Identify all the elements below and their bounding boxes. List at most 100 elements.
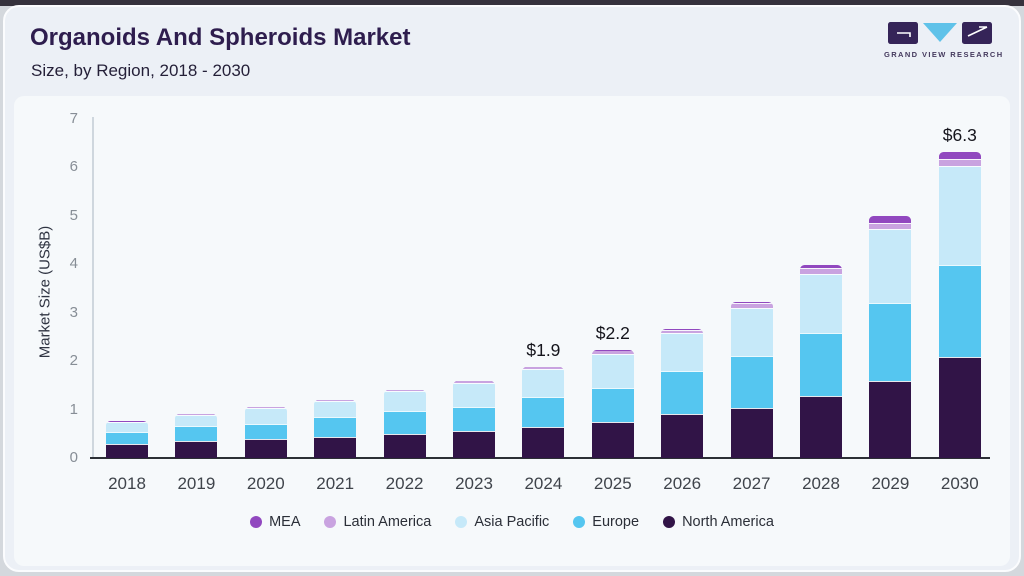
x-tick-label: 2018 [108, 474, 146, 493]
segment-latin-america [314, 399, 357, 401]
legend-item-mea: MEA [250, 514, 300, 530]
chart-panel [14, 96, 1010, 566]
stacked-bar-2018 [106, 421, 148, 458]
legend-dot-icon [663, 516, 676, 528]
y-axis-line [92, 117, 94, 458]
page-subtitle: Size, by Region, 2018 - 2030 [31, 61, 251, 80]
segment-europe [244, 424, 287, 440]
segment-asia-pacific [244, 408, 287, 425]
segment-europe [453, 406, 495, 432]
segment-north-america [800, 396, 842, 458]
y-tick-label: 5 [69, 206, 78, 224]
segment-europe [106, 431, 148, 444]
segment-north-america [938, 357, 981, 458]
segment-europe [591, 387, 634, 422]
legend-dot-icon [250, 516, 263, 528]
y-axis-title: Market Size (US$B) [36, 225, 54, 359]
stacked-bar-2030 [938, 151, 981, 458]
segment-asia-pacific [591, 353, 634, 388]
x-tick-label: 2024 [524, 474, 563, 493]
x-tick-label: 2028 [802, 474, 840, 493]
segment-asia-pacific [383, 391, 426, 411]
segment-latin-america [938, 158, 981, 166]
segment-north-america [869, 381, 912, 458]
x-axis-line [90, 457, 990, 459]
segment-latin-america [800, 267, 842, 275]
segment-north-america [314, 437, 357, 458]
y-tick-label: 1 [69, 400, 78, 418]
segment-asia-pacific [938, 165, 981, 266]
segment-north-america [383, 434, 426, 458]
value-label-2025: $2.2 [595, 323, 630, 344]
segment-north-america [244, 439, 287, 458]
segment-north-america [591, 421, 634, 458]
legend-dot-icon [324, 516, 337, 528]
segment-asia-pacific [730, 307, 773, 357]
segment-asia-pacific [661, 333, 704, 371]
stacked-bar-2022 [383, 389, 426, 458]
segment-latin-america [869, 222, 912, 229]
segment-asia-pacific [522, 369, 565, 398]
window-top-edge [0, 0, 1024, 6]
segment-europe [730, 356, 773, 409]
stacked-bar-2027 [730, 301, 773, 458]
x-tick-label: 2023 [455, 474, 493, 493]
segment-north-america [730, 408, 773, 458]
legend-item-north-america: North America [663, 514, 774, 530]
legend: MEA Latin America Asia Pacific Europe North … [0, 514, 1024, 530]
y-tick-label: 0 [69, 449, 78, 466]
segment-mea [938, 151, 981, 159]
legend-label: Europe [592, 514, 640, 530]
x-tick-label: 2029 [871, 474, 910, 493]
stacked-bar-2019 [175, 413, 218, 458]
y-tick-label: 2 [69, 352, 78, 370]
stacked-bar-2024 [522, 366, 565, 458]
gvr-logo-icon [888, 22, 992, 44]
segment-asia-pacific [314, 400, 357, 418]
segment-europe [383, 410, 426, 435]
stacked-bar-2021 [314, 399, 357, 458]
segment-europe [800, 333, 842, 397]
segment-latin-america [453, 381, 495, 383]
page-title: Organoids And Spheroids Market [30, 24, 411, 51]
legend-item-asia-pacific: Asia Pacific [455, 514, 549, 530]
segment-europe [938, 265, 981, 358]
segment-europe [869, 303, 912, 382]
segment-north-america [106, 443, 148, 458]
segment-latin-america [383, 390, 426, 392]
stacked-bar-2025 [591, 350, 634, 458]
legend-label: MEA [269, 514, 301, 530]
x-tick-label: 2020 [246, 474, 285, 493]
segment-north-america [175, 441, 218, 458]
x-tick-label: 2019 [177, 474, 216, 493]
legend-label: North America [682, 514, 774, 530]
legend-item-europe: Europe [573, 514, 639, 530]
segment-north-america [453, 431, 495, 458]
legend-item-latin-america: Latin America [324, 514, 431, 530]
grand-view-research-logo: GRAND VIEW RESEARCH [884, 20, 1004, 62]
stacked-bar-2023 [453, 380, 495, 458]
segment-asia-pacific [175, 414, 218, 427]
segment-europe [661, 370, 704, 414]
x-tick-label: 2021 [316, 474, 355, 493]
value-label-2030: $6.3 [942, 124, 977, 145]
y-tick-label: 6 [69, 158, 78, 176]
segment-europe [314, 417, 357, 438]
segment-asia-pacific [869, 228, 912, 304]
segment-mea [869, 215, 912, 223]
x-tick-label: 2022 [385, 474, 424, 493]
segment-asia-pacific [453, 382, 495, 407]
stacked-bar-2029 [869, 215, 912, 458]
legend-dot-icon [455, 516, 468, 528]
segment-latin-america [175, 414, 218, 415]
segment-europe [175, 426, 218, 441]
y-tick-label: 4 [69, 255, 78, 273]
legend-label: Asia Pacific [474, 514, 550, 530]
segment-latin-america [244, 407, 287, 409]
brand-name: GRAND VIEW RESEARCH [884, 50, 1004, 59]
segment-asia-pacific [800, 274, 842, 334]
stacked-bar-2028 [800, 265, 842, 458]
legend-dot-icon [573, 516, 586, 528]
segment-mea [800, 265, 842, 268]
